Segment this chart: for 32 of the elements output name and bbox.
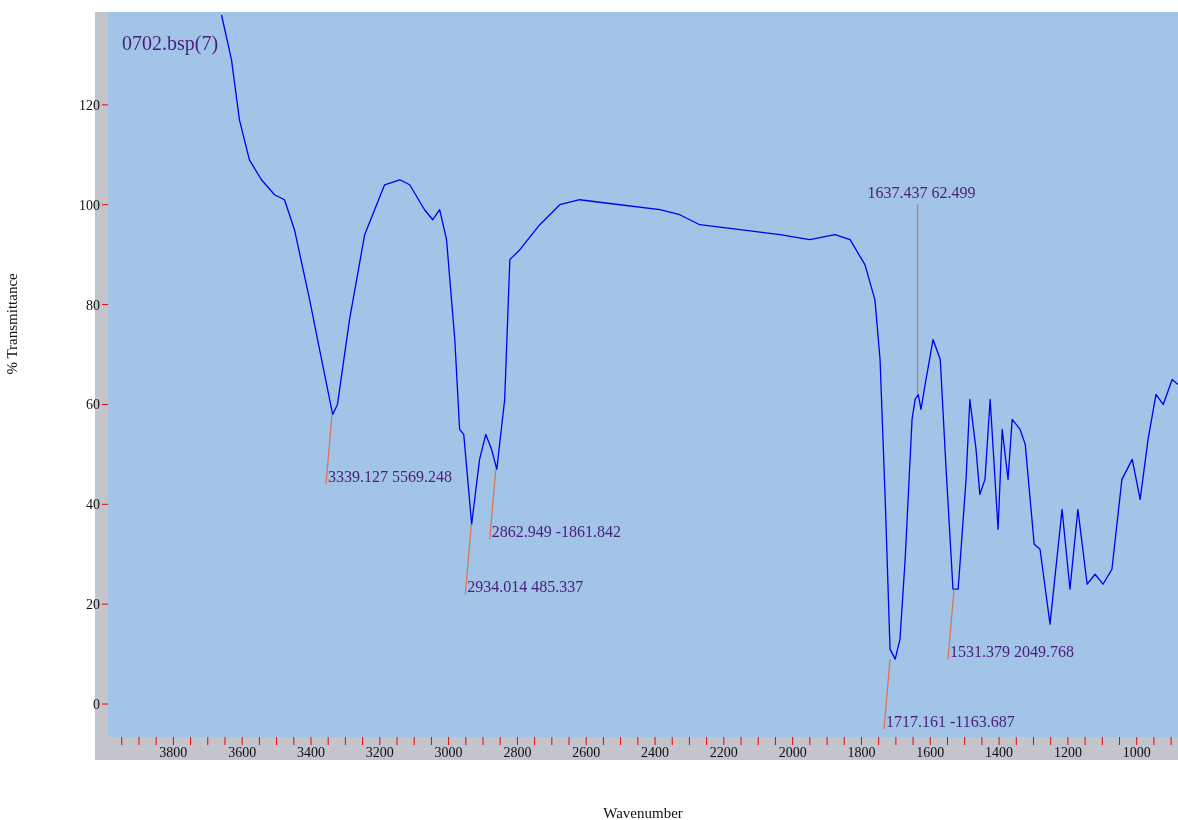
annotation: 1717.161 -1163.687: [886, 713, 1015, 731]
y-tick-label: 40: [86, 497, 100, 513]
x-tick-label: 2800: [503, 744, 532, 760]
y-tick-label: 80: [86, 297, 100, 313]
x-axis-title: Wavenumber: [603, 805, 683, 820]
y-tick-label: 120: [79, 97, 100, 113]
y-tick-label: 100: [79, 197, 100, 213]
annotation: 1531.379 2049.768: [950, 643, 1075, 661]
x-tick-label: 1800: [847, 744, 876, 760]
x-tick-label: 2400: [641, 744, 670, 760]
x-tick-label: 1000: [1122, 744, 1151, 760]
annotation: 0702.bsp(7): [122, 32, 219, 55]
x-tick-label: 3600: [228, 744, 257, 760]
x-tick-label: 3000: [434, 744, 463, 760]
y-tick-label: 0: [93, 697, 100, 713]
y-tick-label: 20: [86, 597, 100, 613]
annotation: 1637.437 62.499: [867, 184, 976, 202]
annotation: 2934.014 485.337: [467, 578, 584, 596]
x-tick-label: 1200: [1053, 744, 1082, 760]
x-tick-label: 3800: [159, 744, 188, 760]
x-tick-label: 2600: [572, 744, 601, 760]
line-series: [220, 14, 1178, 660]
x-tick-label: 3400: [296, 744, 325, 760]
y-tick-label: 60: [86, 397, 100, 413]
x-tick-label: 3200: [365, 744, 394, 760]
x-tick-label: 2200: [709, 744, 738, 760]
annotation: 2862.949 -1861.842: [491, 523, 622, 541]
x-tick-label: 2000: [778, 744, 807, 760]
y-axis-title: % Transmittance: [4, 272, 21, 375]
x-tick-label: 1400: [985, 744, 1014, 760]
annotation: 3339.127 5569.248: [327, 468, 452, 486]
x-tick-label: 1600: [916, 744, 945, 760]
